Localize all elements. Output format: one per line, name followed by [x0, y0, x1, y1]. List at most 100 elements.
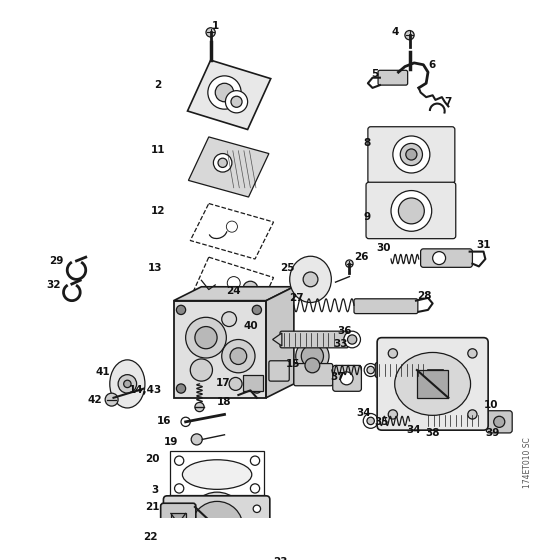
- Text: 32: 32: [46, 280, 60, 290]
- Circle shape: [252, 384, 262, 393]
- Circle shape: [405, 31, 414, 40]
- Text: 26: 26: [354, 252, 368, 262]
- Text: 24: 24: [226, 286, 241, 296]
- Circle shape: [207, 525, 212, 530]
- FancyBboxPatch shape: [421, 249, 473, 267]
- FancyBboxPatch shape: [366, 182, 456, 239]
- FancyBboxPatch shape: [375, 363, 435, 377]
- Text: 6: 6: [428, 60, 435, 70]
- FancyBboxPatch shape: [269, 361, 290, 381]
- Circle shape: [305, 358, 320, 373]
- Bar: [243, 375, 263, 391]
- Text: 21: 21: [145, 502, 160, 512]
- Circle shape: [346, 260, 353, 267]
- FancyBboxPatch shape: [164, 496, 270, 559]
- Circle shape: [363, 413, 378, 428]
- Circle shape: [253, 542, 260, 549]
- FancyBboxPatch shape: [354, 299, 418, 314]
- Circle shape: [301, 345, 324, 367]
- Circle shape: [172, 542, 180, 549]
- Circle shape: [230, 348, 247, 365]
- Circle shape: [252, 305, 262, 315]
- Circle shape: [175, 484, 184, 493]
- Circle shape: [218, 158, 227, 167]
- Circle shape: [243, 281, 258, 296]
- Ellipse shape: [395, 352, 470, 416]
- Circle shape: [426, 361, 445, 379]
- Text: 18: 18: [217, 398, 232, 408]
- Circle shape: [364, 363, 377, 376]
- Circle shape: [255, 552, 268, 560]
- Text: 42: 42: [88, 395, 102, 405]
- Circle shape: [348, 335, 357, 344]
- Circle shape: [250, 484, 260, 493]
- Circle shape: [406, 149, 417, 160]
- FancyBboxPatch shape: [378, 71, 408, 85]
- Text: 39: 39: [486, 428, 500, 438]
- Circle shape: [105, 393, 118, 406]
- Circle shape: [191, 501, 243, 553]
- Circle shape: [250, 456, 260, 465]
- Text: 30: 30: [376, 243, 391, 253]
- Polygon shape: [170, 451, 264, 498]
- Text: 23: 23: [273, 557, 287, 560]
- Circle shape: [214, 510, 220, 515]
- Circle shape: [118, 375, 137, 393]
- Text: 2: 2: [154, 80, 161, 90]
- Circle shape: [494, 416, 505, 427]
- Text: 40: 40: [243, 321, 258, 330]
- Circle shape: [226, 91, 248, 113]
- Circle shape: [398, 198, 424, 224]
- Circle shape: [207, 517, 212, 522]
- Circle shape: [222, 510, 227, 515]
- Circle shape: [222, 525, 227, 530]
- Text: 174ET010 SC: 174ET010 SC: [524, 437, 533, 488]
- Text: 11: 11: [151, 145, 165, 155]
- Circle shape: [181, 417, 190, 427]
- FancyBboxPatch shape: [333, 366, 361, 391]
- Text: 35: 35: [375, 417, 389, 427]
- Text: 22: 22: [143, 531, 158, 542]
- Polygon shape: [188, 137, 269, 197]
- FancyBboxPatch shape: [280, 331, 348, 348]
- Text: 12: 12: [151, 206, 165, 216]
- Text: 31: 31: [476, 240, 491, 250]
- Circle shape: [468, 349, 477, 358]
- Circle shape: [253, 505, 260, 512]
- Text: 28: 28: [417, 291, 432, 301]
- Circle shape: [253, 497, 263, 506]
- Circle shape: [227, 277, 240, 290]
- Circle shape: [213, 153, 232, 172]
- Circle shape: [303, 272, 318, 287]
- Circle shape: [208, 76, 241, 109]
- Text: 27: 27: [290, 293, 304, 303]
- Polygon shape: [174, 301, 266, 398]
- Text: 10: 10: [484, 400, 498, 410]
- FancyBboxPatch shape: [424, 413, 491, 428]
- FancyBboxPatch shape: [294, 363, 333, 386]
- Circle shape: [191, 434, 202, 445]
- Circle shape: [197, 500, 237, 540]
- FancyBboxPatch shape: [486, 410, 512, 433]
- Circle shape: [416, 418, 422, 424]
- Text: 13: 13: [148, 263, 162, 273]
- Text: 41: 41: [95, 367, 110, 377]
- Circle shape: [172, 535, 181, 544]
- FancyBboxPatch shape: [161, 503, 196, 544]
- Circle shape: [344, 331, 361, 348]
- Circle shape: [207, 510, 212, 515]
- Circle shape: [175, 456, 184, 465]
- Circle shape: [468, 410, 477, 419]
- Polygon shape: [266, 287, 294, 398]
- Bar: [417, 370, 449, 398]
- Circle shape: [340, 372, 353, 385]
- Circle shape: [400, 143, 422, 166]
- Text: 37: 37: [330, 372, 344, 382]
- Text: 29: 29: [49, 256, 63, 266]
- Circle shape: [176, 384, 186, 393]
- Circle shape: [222, 517, 227, 522]
- Circle shape: [215, 83, 234, 102]
- Circle shape: [412, 414, 425, 427]
- Polygon shape: [192, 257, 273, 315]
- Text: 15: 15: [286, 360, 300, 370]
